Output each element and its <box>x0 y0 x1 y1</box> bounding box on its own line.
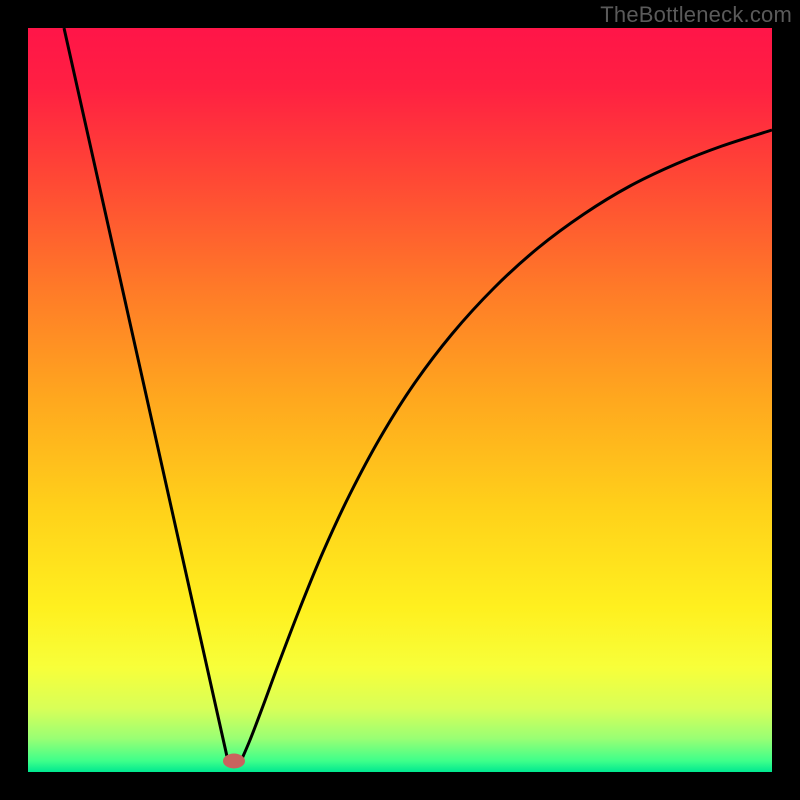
curve-path <box>64 28 772 761</box>
chart-root: TheBottleneck.com <box>0 0 800 800</box>
minimum-marker <box>223 754 245 769</box>
plot-group <box>64 28 772 769</box>
chart-svg <box>0 0 800 800</box>
